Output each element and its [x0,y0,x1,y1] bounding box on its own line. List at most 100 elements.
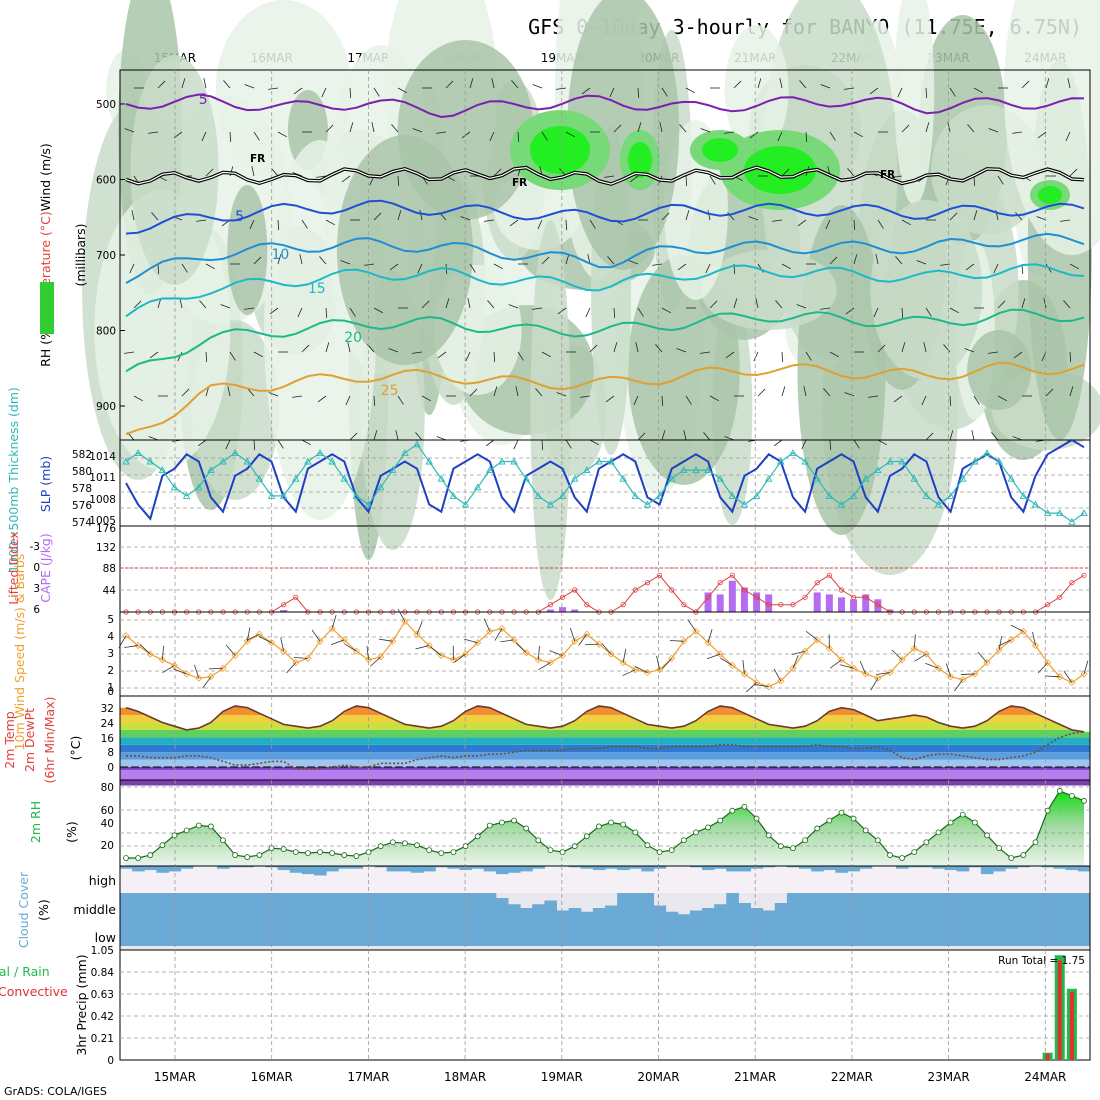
rh-shade-high [744,146,816,194]
wind-barb [532,307,543,310]
cloud-high-bar [1017,866,1030,868]
cloud-mid-bar [241,893,254,918]
cape-bar [280,610,288,612]
thickness-point [534,491,543,499]
wind-barb-10m [500,639,515,643]
wind-barb [565,439,572,449]
wind-barb [685,395,692,405]
cloud-mid-bar [204,893,218,918]
cloud-high-bar [483,866,497,872]
wind-barb [724,436,735,441]
wind-barb-10m [429,646,442,656]
freezing-label: FR [512,177,527,189]
cloud-mid-bar [520,908,533,918]
wind-barb [445,80,454,89]
wind-barb [124,351,135,354]
slp-tick: 1005 [89,515,116,527]
wind-barb [997,395,1007,402]
cape-bar [765,594,773,612]
wind-barb [415,432,423,441]
wind-barb [1021,80,1030,89]
wind-barb [797,219,807,227]
cape-bar [825,594,833,612]
wind-barb-10m [139,644,151,655]
wind-barb [253,351,263,358]
wind-barb [340,260,351,265]
wind-barb [853,219,856,231]
wind-barb [637,87,640,99]
cloud-mid-bar [1017,893,1030,918]
wind-speed-point [595,640,603,648]
cape-bar [886,609,894,612]
cloud-mid-bar [580,911,594,918]
isotherm-25 [125,361,1085,436]
thickness-point [461,500,470,508]
cloud-mid-bar [386,893,400,918]
rh-point [486,822,493,829]
cloud-mid-bar [144,893,157,918]
cloud-high-bar [1065,866,1079,871]
rh-point [1008,855,1015,861]
wind-barb [373,395,376,407]
wind-barb [635,342,639,353]
li-point [863,594,869,600]
wind-barb [487,300,495,309]
wind-barb [469,78,474,89]
rh-point [632,829,639,836]
li-line [126,574,1085,613]
temp-tick: 32 [101,703,114,715]
wind-barb-10m [805,630,818,641]
cloud-mid-bar [338,893,351,918]
wind-barb [820,84,831,89]
wind-barb [493,386,498,397]
wind-barb-10m [945,663,951,677]
wind-barb-10m [415,645,430,650]
cloud-mid-bar [968,893,982,918]
cloud-high-bar [217,866,230,869]
wind-barb [877,219,884,229]
rh-shade [130,55,219,285]
cloud-mid-bar [1005,893,1018,918]
precip-conv-bar [1057,960,1062,1060]
cloud-mid-bar [459,893,473,918]
rh-point [596,823,602,830]
wind-barb [1013,351,1023,359]
wind-speed-point [983,659,991,667]
wind-barb [297,307,303,318]
cloud-mid-bar [677,914,691,918]
thickness-point [1043,509,1052,517]
cloud-high-bar [568,866,582,868]
thickness-point [352,491,361,499]
wind-barb [923,342,927,353]
li-point [547,602,554,608]
cloud-mid-bar [702,908,715,918]
wind-barb [967,124,975,133]
wind-barb [853,254,858,265]
wind-barb [973,87,983,94]
wind-barb [901,307,904,319]
wind-barb [535,388,543,397]
wind-barb [421,395,431,402]
wind-barb [225,439,231,450]
cloud-high-bar [1005,866,1018,869]
wind-barb [565,219,568,231]
thickness-point [267,491,276,499]
wind-speed-point [1080,670,1088,678]
wind-barb [1065,131,1071,142]
wind-barb [349,87,352,99]
wind-barb [901,219,911,226]
wind-barb [853,439,860,449]
wind-barb [823,388,831,397]
thickness-point [801,457,809,465]
date-label-bottom: 19MAR [541,1070,583,1084]
thickness-point [1019,491,1028,499]
thickness-point [777,457,785,465]
wind-barb [517,131,520,143]
li-point [838,587,845,593]
li-tick: 6 [33,604,40,616]
thickness-point [983,448,991,456]
wind-barb [203,78,207,89]
rh-point [232,852,239,858]
wind-barb-10m [416,621,423,635]
wind-barb-10m [1010,624,1024,632]
